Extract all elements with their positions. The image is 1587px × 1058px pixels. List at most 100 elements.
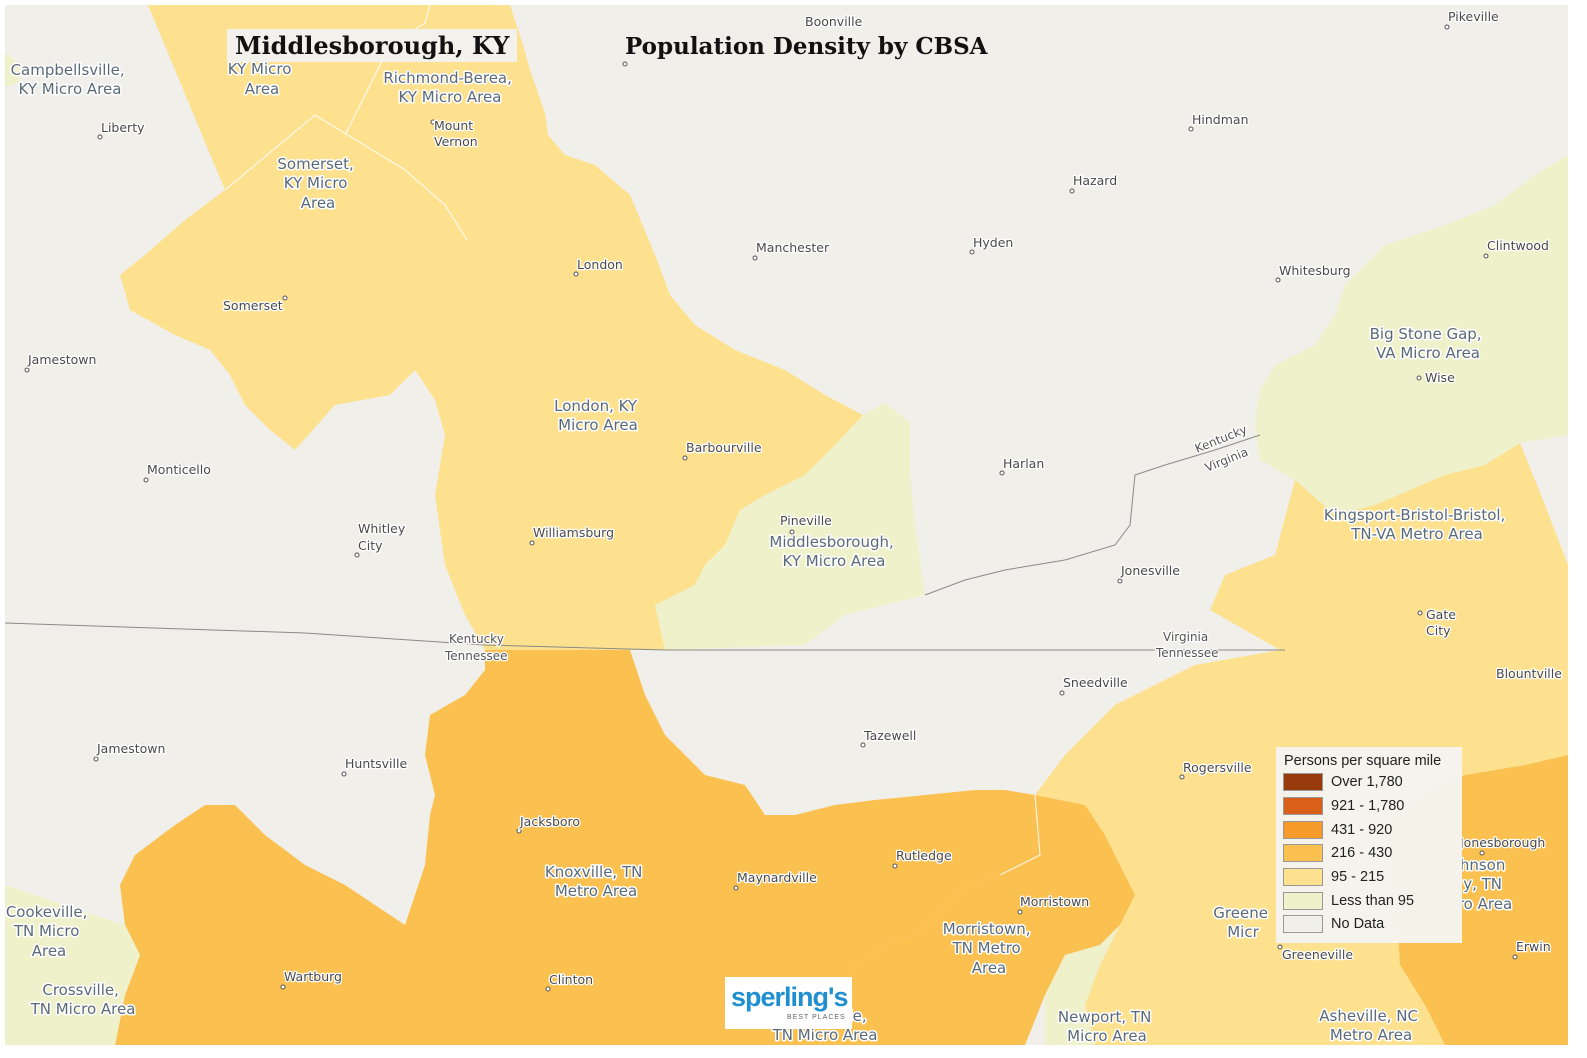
map-canvas[interactable]: Campbellsville, KY Micro Area KY Micro A… — [5, 5, 1568, 1045]
city-marker-rutledge — [892, 863, 898, 869]
city-label-hazard: Hazard — [1073, 173, 1117, 188]
legend-label: 216 - 430 — [1331, 845, 1393, 861]
region-label-campbellsville: Campbellsville, KY Micro Area — [11, 61, 130, 98]
city-marker-gate-city — [1417, 610, 1423, 616]
city-marker-liberty — [97, 134, 103, 140]
legend: Persons per square mile Over 1,780 921 -… — [1276, 747, 1462, 943]
region-label-kingsport: Kingsport-Bristol-Bristol, TN-VA Metro A… — [1324, 506, 1510, 543]
city-label-whitesburg: Whitesburg — [1279, 263, 1351, 278]
city-label-pineville: Pineville — [780, 513, 832, 528]
city-marker-barbourville — [682, 455, 688, 461]
city-marker-greeneville — [1277, 944, 1283, 950]
city-marker-sneedville — [1059, 690, 1065, 696]
legend-title: Persons per square mile — [1284, 753, 1442, 769]
legend-label: Over 1,780 — [1331, 774, 1403, 790]
city-label-somerset: Somerset — [223, 298, 283, 313]
legend-item: No Data — [1283, 914, 1384, 934]
city-label-wartburg: Wartburg — [284, 969, 342, 984]
legend-item: 921 - 1,780 — [1283, 796, 1404, 816]
city-label-jamestown-ky: Jamestown — [27, 352, 96, 367]
city-label-greeneville: Greeneville — [1282, 947, 1353, 962]
city-label-maynardville: Maynardville — [737, 870, 817, 885]
region-label-newport: Newport, TN Micro Area — [1058, 1008, 1156, 1045]
city-marker-wartburg — [280, 984, 286, 990]
city-label-jonesborough: Jonesborough — [1459, 835, 1545, 850]
city-marker-monticello — [143, 477, 149, 483]
city-label-jonesville: Jonesville — [1120, 563, 1180, 578]
legend-item: 216 - 430 — [1283, 843, 1392, 863]
legend-label: No Data — [1331, 916, 1385, 932]
legend-label: 431 - 920 — [1331, 822, 1393, 838]
city-label-rogersville: Rogersville — [1183, 760, 1252, 775]
sperlings-logo[interactable]: sperling's BEST PLACES — [725, 977, 852, 1029]
city-marker-whitley-city — [354, 552, 360, 558]
city-marker-hyden — [969, 249, 975, 255]
city-marker-jonesville — [1117, 578, 1123, 584]
region-cookeville-area — [5, 885, 140, 1045]
city-label-jamestown-tn: Jamestown — [96, 741, 165, 756]
region-label-middlesborough: Middlesborough, KY Micro Area — [769, 533, 898, 570]
legend-item: Less than 95 — [1283, 891, 1414, 911]
city-label-liberty: Liberty — [101, 120, 145, 135]
city-marker-wise — [1416, 375, 1422, 381]
legend-swatch — [1283, 892, 1323, 910]
legend-item: 95 - 215 — [1283, 867, 1384, 887]
region-label-cookeville: Cookeville, TN Micro Area — [6, 903, 92, 960]
city-label-manchester: Manchester — [756, 240, 830, 255]
city-label-london: London — [577, 257, 623, 272]
legend-swatch — [1283, 915, 1323, 933]
region-label-greeneville: Greene Micr — [1213, 904, 1272, 941]
city-labels: Boonville Pikeville Liberty Mount Vernon… — [26, 8, 1564, 989]
state-label-kentucky-west: Kentucky — [449, 632, 504, 646]
region-label-morristown: Morristown, TN Metro Area — [943, 920, 1036, 977]
city-marker-jamestown-ky — [24, 367, 30, 373]
region-label-somerset: Somerset, KY Micro Area — [277, 155, 358, 212]
city-label-huntsville: Huntsville — [345, 756, 407, 771]
region-somerset-area — [120, 115, 467, 450]
legend-swatch — [1283, 797, 1323, 815]
city-marker-mount-vernon — [430, 119, 436, 125]
legend-label: Less than 95 — [1331, 893, 1415, 909]
city-marker-boonville — [622, 61, 628, 67]
city-label-sneedville: Sneedville — [1063, 675, 1128, 690]
city-marker-williamsburg — [529, 540, 535, 546]
city-label-pikeville: Pikeville — [1448, 9, 1499, 24]
region-label-big-stone-gap: Big Stone Gap, VA Micro Area — [1370, 325, 1487, 362]
location-title: Middlesborough, KY — [227, 29, 518, 62]
region-label-danville: KY Micro Area — [228, 60, 296, 98]
city-marker-morristown — [1017, 909, 1023, 915]
region-labels: Campbellsville, KY Micro Area KY Micro A… — [5, 59, 1514, 1046]
logo-wordmark: sperling's — [731, 982, 848, 1012]
city-marker-rogersville — [1179, 774, 1185, 780]
city-label-morristown: Morristown — [1020, 894, 1089, 909]
city-marker-erwin — [1512, 954, 1518, 960]
city-label-mount-vernon: Mount Vernon — [434, 118, 478, 149]
city-marker-jamestown-tn — [93, 756, 99, 762]
city-marker-manchester — [752, 255, 758, 261]
legend-label: 921 - 1,780 — [1331, 798, 1405, 814]
city-marker-maynardville — [733, 885, 739, 891]
legend-swatch — [1283, 844, 1323, 862]
city-marker-whitesburg — [1275, 277, 1281, 283]
city-label-clintwood: Clintwood — [1487, 238, 1549, 253]
city-marker-clintwood — [1483, 253, 1489, 259]
region-knoxville-area — [115, 650, 1040, 1045]
region-label-richmond: Richmond-Berea, KY Micro Area — [383, 69, 516, 106]
city-marker-pineville — [789, 529, 795, 535]
region-campbellsville-area — [5, 53, 19, 87]
region-label-london: London, KY Micro Area — [554, 397, 642, 434]
map-title: Population Density by CBSA — [625, 33, 988, 60]
legend-swatch — [1283, 821, 1323, 839]
city-label-tazewell: Tazewell — [863, 728, 916, 743]
legend-label: 95 - 215 — [1331, 869, 1385, 885]
legend-swatch — [1283, 773, 1323, 791]
region-label-sevierville: le, TN Micro Area — [772, 1007, 878, 1044]
city-label-blountville: Blountville — [1496, 666, 1562, 681]
region-middlesborough-area — [655, 403, 925, 650]
city-marker-jonesborough — [1479, 850, 1485, 856]
region-london-area — [415, 135, 863, 650]
region-big-stone-gap-area — [1255, 155, 1568, 515]
city-label-williamsburg: Williamsburg — [533, 525, 614, 540]
region-richmond-area — [345, 5, 548, 240]
city-marker-pikeville — [1444, 24, 1450, 30]
